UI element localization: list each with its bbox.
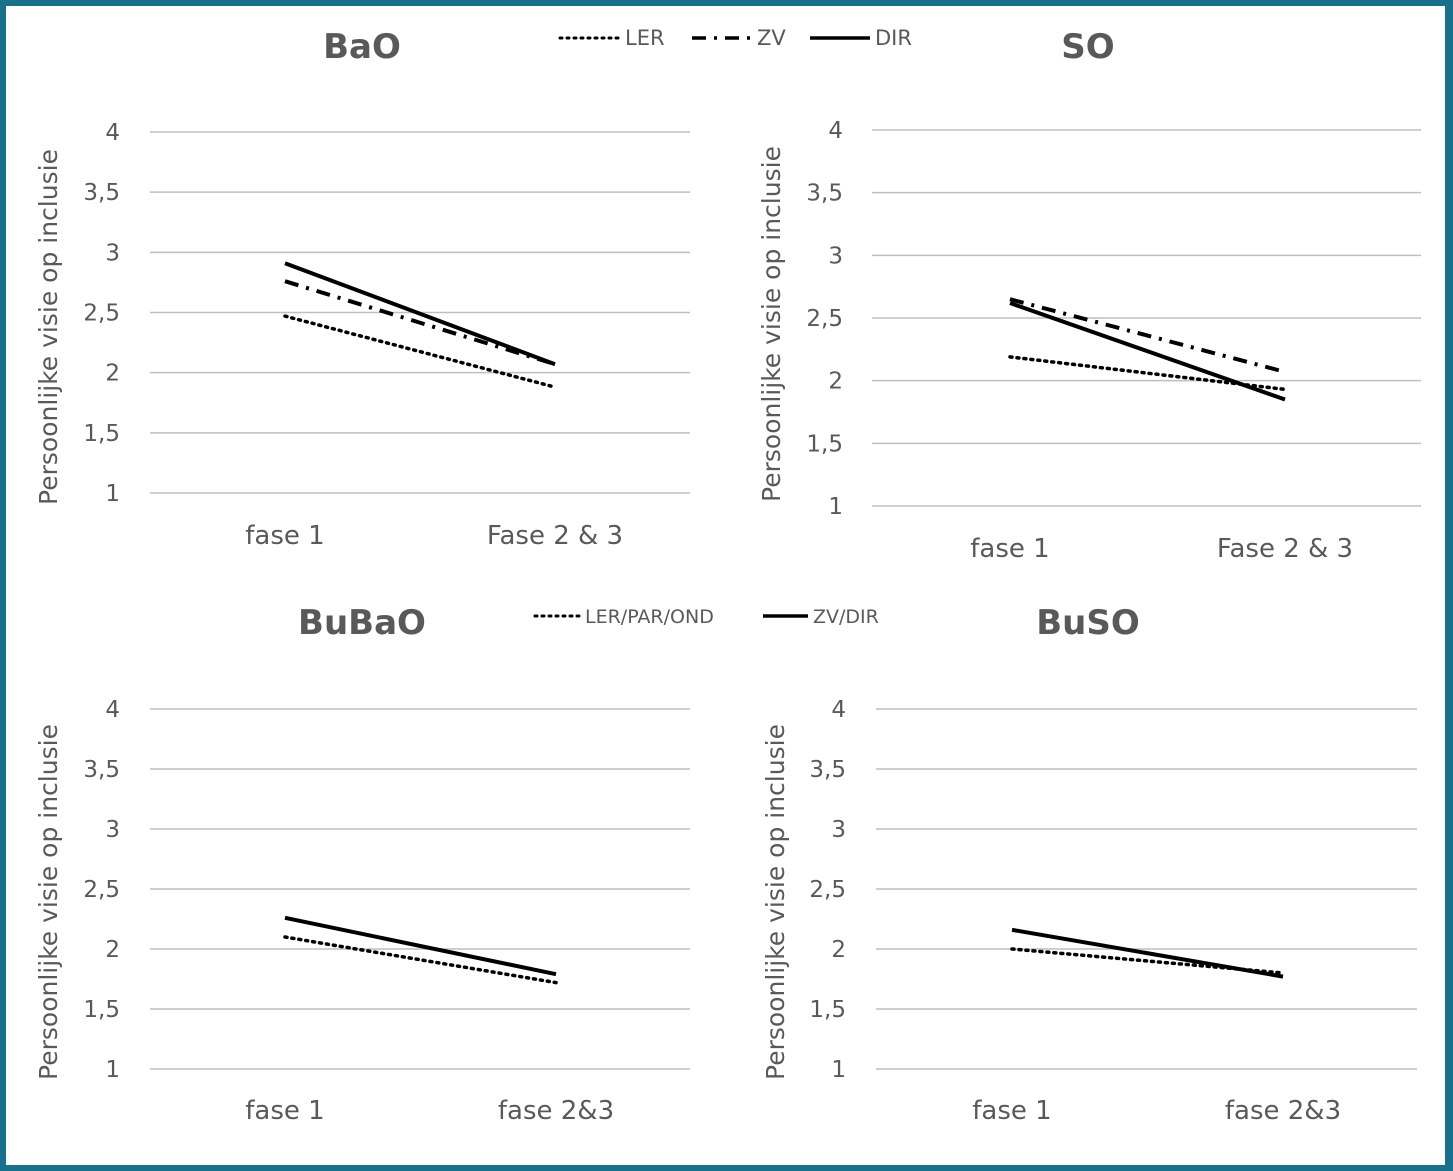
legend-label-ler-par-ond: LER/PAR/OND bbox=[585, 606, 714, 628]
x-category-label: fase 1 bbox=[245, 521, 324, 551]
y-tick-label: 1 bbox=[831, 1057, 846, 1083]
chart-buso: BuSO 1 1,5 2 2,5 3 3,5 4 Persoonlijke visie op i… bbox=[761, 603, 1417, 1126]
figure-canvas: LER ZV DIR LER/PAR/OND ZV/DIR BaO 1 1,5 2 2,5 3 3… bbox=[34, 26, 1421, 1126]
y-tick-label: 2,5 bbox=[809, 877, 846, 903]
y-axis-label: Persoonlijke visie op inclusie bbox=[34, 724, 63, 1080]
y-tick-label: 1,5 bbox=[806, 431, 843, 457]
y-tick-label: 3 bbox=[105, 817, 120, 843]
y-tick-label: 2,5 bbox=[83, 877, 120, 903]
y-tick-label: 3 bbox=[828, 243, 843, 269]
top-legend: LER ZV DIR bbox=[558, 26, 912, 50]
series-line-zv bbox=[1009, 297, 1286, 374]
y-axis-label: Persoonlijke visie op inclusie bbox=[757, 146, 786, 502]
chart-bubao: BuBaO 1 1,5 2 2,5 3 3,5 4 Persoonlijke visie op … bbox=[34, 603, 690, 1126]
y-tick-label: 3,5 bbox=[83, 180, 120, 206]
y-tick-label: 1,5 bbox=[83, 421, 120, 447]
y-tick-label: 3 bbox=[831, 817, 846, 843]
chart-title: BuBaO bbox=[298, 603, 426, 643]
x-category-label: fase 1 bbox=[970, 534, 1049, 564]
y-tick-label: 2 bbox=[105, 361, 120, 387]
x-category-label: fase 2&3 bbox=[498, 1096, 614, 1126]
y-tick-label: 3,5 bbox=[806, 181, 843, 207]
y-tick-label: 2 bbox=[828, 369, 843, 395]
x-category-label: fase 1 bbox=[972, 1096, 1051, 1126]
x-category-label: fase 2&3 bbox=[1225, 1096, 1341, 1126]
series-line-ler-par-ond bbox=[283, 935, 558, 985]
legend-label-zv-dir: ZV/DIR bbox=[813, 606, 879, 628]
y-tick-label: 1,5 bbox=[809, 997, 846, 1023]
y-tick-label: 4 bbox=[831, 697, 846, 723]
y-axis-label: Persoonlijke visie op inclusie bbox=[761, 724, 790, 1080]
series-line-zv-dir bbox=[284, 915, 557, 977]
series-line-ler bbox=[283, 314, 557, 389]
legend-label-zv: ZV bbox=[757, 26, 786, 50]
chart-title: BuSO bbox=[1036, 603, 1140, 643]
x-category-label: Fase 2 & 3 bbox=[1217, 534, 1353, 564]
y-tick-label: 2,5 bbox=[83, 301, 120, 327]
y-tick-label: 3 bbox=[105, 240, 120, 266]
y-tick-label: 1 bbox=[105, 481, 120, 507]
chart-title: BaO bbox=[323, 27, 401, 67]
y-tick-label: 3,5 bbox=[83, 757, 120, 783]
y-tick-label: 1 bbox=[828, 494, 843, 520]
y-tick-label: 1 bbox=[105, 1057, 120, 1083]
y-tick-label: 2 bbox=[831, 937, 846, 963]
x-category-label: Fase 2 & 3 bbox=[487, 521, 623, 551]
y-tick-label: 2,5 bbox=[806, 306, 843, 332]
y-tick-label: 1,5 bbox=[83, 997, 120, 1023]
legend-label-dir: DIR bbox=[875, 26, 912, 50]
bottom-legend: LER/PAR/OND ZV/DIR bbox=[533, 606, 879, 628]
series-line-dir bbox=[284, 261, 556, 367]
y-tick-label: 4 bbox=[828, 118, 843, 144]
series-line-zv bbox=[284, 279, 556, 367]
y-tick-label: 4 bbox=[105, 120, 120, 146]
chart-so: SO 1 1,5 2 2,5 3 3,5 4 Persoonlijke visie op inc… bbox=[757, 27, 1421, 564]
y-tick-label: 4 bbox=[105, 697, 120, 723]
series-line-dir bbox=[1009, 301, 1286, 402]
y-axis-label: Persoonlijke visie op inclusie bbox=[34, 149, 63, 505]
charts-group: BaO 1 1,5 2 2,5 3 3,5 4 Persoonlijke visie op in… bbox=[34, 27, 1421, 1126]
x-category-label: fase 1 bbox=[245, 1096, 324, 1126]
figure-frame: LER ZV DIR LER/PAR/OND ZV/DIR BaO 1 1,5 2 2,5 3 3… bbox=[6, 6, 1445, 1165]
chart-bao: BaO 1 1,5 2 2,5 3 3,5 4 Persoonlijke visie op in… bbox=[34, 27, 690, 551]
series-line-zv-dir bbox=[1011, 927, 1284, 979]
chart-title: SO bbox=[1061, 27, 1114, 67]
y-tick-label: 3,5 bbox=[809, 757, 846, 783]
y-tick-label: 2 bbox=[105, 937, 120, 963]
legend-label-ler: LER bbox=[625, 26, 665, 50]
